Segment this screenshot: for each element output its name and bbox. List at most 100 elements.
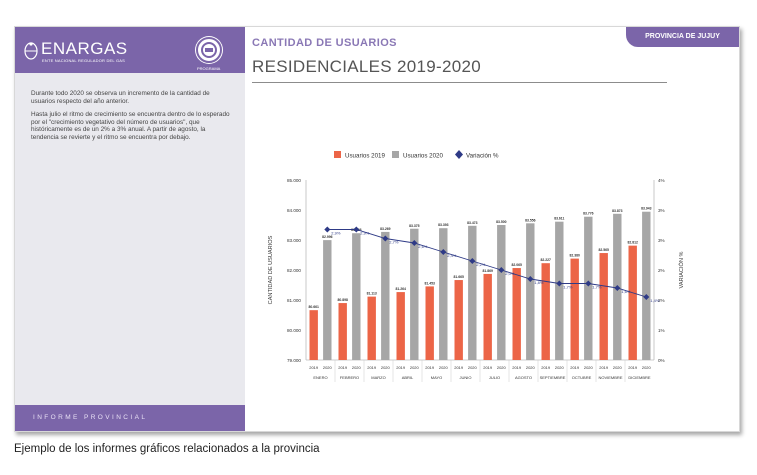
- bar-2019-value-label: 80.661: [309, 305, 319, 309]
- bar-2019: [396, 292, 405, 360]
- x-sub-tick-label: 2020: [613, 365, 623, 370]
- variation-point: [614, 285, 621, 291]
- variation-point: [324, 226, 331, 233]
- variation-value-label: 1,4%: [650, 298, 660, 303]
- x-category-label: SEPTIEMBRE: [540, 375, 566, 380]
- y2-tick-label: 3%: [658, 238, 665, 243]
- variation-value-label: 2,2%: [476, 262, 486, 267]
- bar-2019: [309, 310, 318, 360]
- bar-2020-value-label: 83.776: [583, 212, 593, 216]
- x-sub-tick-label: 2020: [410, 365, 420, 370]
- x-sub-tick-label: 2019: [454, 365, 464, 370]
- bar-2020: [526, 223, 535, 360]
- bar-2019-value-label: 82.565: [599, 248, 609, 252]
- bar-2019-value-label: 81.665: [454, 275, 464, 279]
- y2-tick-label: 1%: [658, 328, 665, 333]
- x-category-label: JUNIO: [460, 375, 472, 380]
- y2-tick-label: 0%: [658, 358, 665, 363]
- variation-point: [498, 267, 505, 273]
- y-tick-label: 84.000: [287, 208, 301, 213]
- legend-marker-icon: [455, 150, 463, 159]
- sidebar-footer: INFORME PROVINCIAL: [15, 405, 245, 431]
- legend-swatch: [334, 151, 341, 158]
- program-badge-icon: [195, 36, 223, 64]
- y2-tick-label: 3%: [658, 208, 665, 213]
- variation-point: [556, 280, 563, 287]
- bar-2019: [454, 280, 463, 360]
- variation-value-label: 2,6%: [418, 244, 428, 249]
- x-sub-tick-label: 2019: [628, 365, 638, 370]
- bar-2019-value-label: 81.453: [425, 281, 435, 285]
- bar-2019-value-label: 81.113: [367, 292, 377, 296]
- y-tick-label: 80.000: [287, 328, 301, 333]
- sidebar: ENARGAS ENTE NACIONAL REGULADOR DEL GAS …: [15, 27, 245, 431]
- y-tick-label: 85.000: [287, 178, 301, 183]
- x-sub-tick-label: 2020: [468, 365, 478, 370]
- variation-value-label: 2,9%: [331, 231, 341, 236]
- x-sub-tick-label: 2019: [396, 365, 406, 370]
- bar-2019-value-label: 81.264: [396, 287, 406, 291]
- x-category-label: ENERO: [313, 375, 327, 380]
- bar-2020: [410, 228, 419, 360]
- variation-value-label: 2,7%: [389, 240, 399, 245]
- variation-value-label: 1,7%: [592, 285, 602, 290]
- x-sub-tick-label: 2019: [483, 365, 493, 370]
- bar-2019: [599, 253, 608, 360]
- x-category-label: NOVIEMBRE: [598, 375, 622, 380]
- x-sub-tick-label: 2020: [642, 365, 652, 370]
- bar-2019: [483, 273, 492, 360]
- sidebar-paragraph: Hasta julio el ritmo de crecimiento se e…: [31, 111, 230, 141]
- bar-2019: [628, 245, 637, 360]
- x-sub-tick-label: 2020: [497, 365, 507, 370]
- y2-tick-label: 4%: [658, 178, 665, 183]
- bar-2019-value-label: 82.812: [628, 241, 638, 245]
- bar-2020: [497, 225, 506, 360]
- bar-2020: [439, 228, 448, 360]
- legend-label: Usuarios 2020: [403, 153, 443, 160]
- coat-of-arms-icon: [24, 42, 38, 60]
- variation-value-label: 1,7%: [563, 285, 573, 290]
- variation-line: [327, 229, 647, 298]
- y-tick-label: 81.000: [287, 298, 301, 303]
- bar-2020-value-label: 83.375: [409, 224, 419, 228]
- variation-point: [353, 226, 360, 233]
- enargas-logo: ENARGAS ENTE NACIONAL REGULADOR DEL GAS: [23, 39, 127, 66]
- y-tick-label: 83.000: [287, 238, 301, 243]
- bar-2019-value-label: 81.869: [483, 269, 493, 273]
- bar-2019: [367, 296, 376, 360]
- x-category-label: MARZO: [371, 375, 385, 380]
- program-label: PROGRAMA: [197, 66, 221, 71]
- bar-2020-value-label: 83.500: [496, 220, 506, 224]
- bar-2020: [323, 240, 332, 360]
- x-sub-tick-label: 2019: [541, 365, 551, 370]
- legend-label: Variación %: [466, 153, 499, 160]
- x-sub-tick-label: 2019: [570, 365, 580, 370]
- bar-2020-value-label: 83.556: [525, 218, 535, 222]
- bar-2019: [338, 303, 347, 360]
- y-axis-title: CANTIDAD DE USUARIOS: [268, 235, 274, 304]
- sidebar-description: Durante todo 2020 se observa un incremen…: [31, 90, 231, 148]
- x-sub-tick-label: 2019: [367, 365, 377, 370]
- bar-2020-value-label: 82.996: [322, 235, 332, 239]
- variation-point: [469, 258, 476, 264]
- bar-2020: [584, 216, 593, 360]
- y-tick-label: 82.000: [287, 268, 301, 273]
- sidebar-header: ENARGAS ENTE NACIONAL REGULADOR DEL GAS …: [15, 27, 245, 73]
- bar-2020-value-label: 83.611: [554, 217, 564, 221]
- variation-value-label: 2,9%: [360, 231, 370, 236]
- bar-2019: [512, 268, 521, 360]
- sidebar-paragraph: Durante todo 2020 se observa un incremen…: [31, 90, 210, 105]
- legend-swatch: [392, 151, 399, 158]
- variation-point: [585, 280, 592, 287]
- figure-caption: Ejemplo de los informes gráficos relacio…: [14, 443, 320, 455]
- x-sub-tick-label: 2020: [439, 365, 449, 370]
- variation-point: [382, 235, 389, 242]
- bar-2020: [555, 221, 564, 360]
- x-sub-tick-label: 2019: [309, 365, 319, 370]
- legend-label: Usuarios 2019: [345, 153, 385, 160]
- x-category-label: OCTUBRE: [572, 375, 592, 380]
- variation-point: [643, 294, 650, 300]
- y2-tick-label: 2%: [658, 298, 665, 303]
- variation-point: [440, 249, 447, 255]
- x-sub-tick-label: 2019: [512, 365, 522, 370]
